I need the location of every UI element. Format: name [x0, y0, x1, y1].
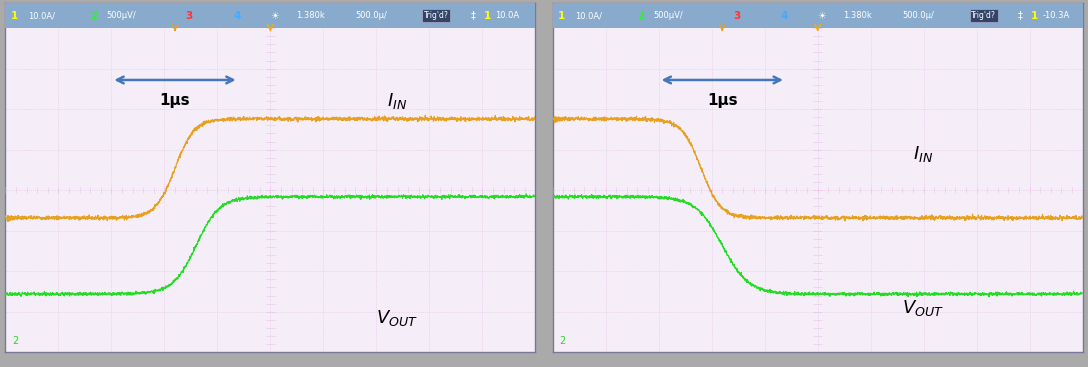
- Text: 500.0μ/: 500.0μ/: [902, 11, 935, 20]
- Bar: [5, 3, 535, 28]
- Text: ‡: ‡: [471, 11, 475, 21]
- Text: $I_{IN}$: $I_{IN}$: [913, 144, 934, 164]
- Text: 1: 1: [1030, 11, 1038, 21]
- Bar: [553, 3, 1083, 28]
- Text: Trig'd?: Trig'd?: [424, 11, 449, 20]
- Text: 500.0μ/: 500.0μ/: [355, 11, 387, 20]
- Text: 2: 2: [559, 337, 566, 346]
- Text: $V_{OUT}$: $V_{OUT}$: [376, 308, 418, 328]
- Text: 1.380k: 1.380k: [843, 11, 871, 20]
- Text: 2: 2: [90, 11, 98, 21]
- Text: $V_{OUT}$: $V_{OUT}$: [902, 298, 944, 319]
- Text: 2: 2: [12, 337, 18, 346]
- Text: 10.0A/: 10.0A/: [574, 11, 602, 20]
- Text: 500μV/: 500μV/: [654, 11, 683, 20]
- Text: 500μV/: 500μV/: [107, 11, 136, 20]
- Text: $I_{IN}$: $I_{IN}$: [387, 91, 407, 111]
- Text: ‡: ‡: [1018, 11, 1023, 21]
- Text: 10.0A: 10.0A: [495, 11, 520, 20]
- Text: 1: 1: [483, 11, 491, 21]
- Text: 1μs: 1μs: [707, 93, 738, 108]
- Text: 4: 4: [780, 11, 788, 21]
- Text: 1: 1: [11, 11, 18, 21]
- Text: 1.380k: 1.380k: [296, 11, 324, 20]
- Text: ☀: ☀: [270, 11, 280, 21]
- Text: -10.3A: -10.3A: [1042, 11, 1071, 20]
- Text: Trig'd?: Trig'd?: [972, 11, 997, 20]
- Text: 1: 1: [558, 11, 566, 21]
- Text: 3: 3: [733, 11, 740, 21]
- Text: 2: 2: [638, 11, 645, 21]
- Text: 3: 3: [186, 11, 193, 21]
- Text: 4: 4: [233, 11, 240, 21]
- Text: 1μs: 1μs: [160, 93, 190, 108]
- Text: ☀: ☀: [818, 11, 827, 21]
- Text: 10.0A/: 10.0A/: [27, 11, 54, 20]
